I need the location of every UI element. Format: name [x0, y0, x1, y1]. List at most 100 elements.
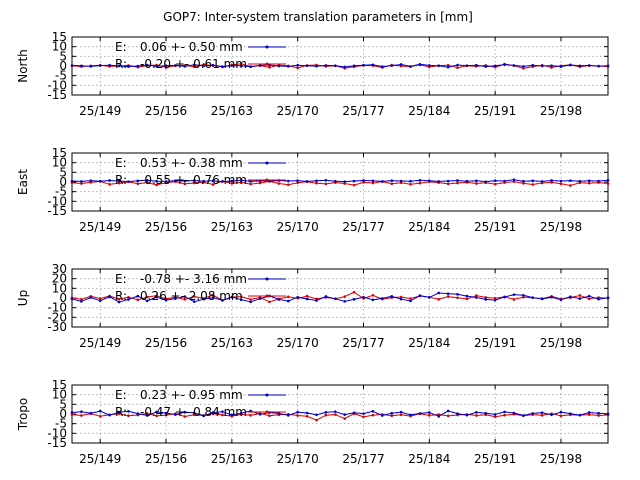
y-tick-label: 20: [52, 272, 67, 286]
data-point: [286, 414, 290, 417]
x-tick-label: 25/198: [540, 336, 582, 350]
data-point: [174, 179, 177, 182]
data-point: [277, 298, 281, 301]
data-point: [315, 181, 318, 185]
data-point: [277, 182, 281, 185]
data-point: [587, 64, 591, 67]
data-point: [371, 179, 375, 183]
x-tick-label: 25/177: [342, 336, 384, 350]
data-point: [362, 415, 365, 419]
data-point: [70, 411, 74, 414]
y-tick-label: -30: [47, 320, 67, 334]
data-point: [409, 183, 412, 186]
x-tick-label: 25/198: [540, 452, 582, 466]
data-point: [587, 181, 591, 185]
data-point: [512, 411, 516, 415]
data-point: [475, 296, 478, 299]
data-point: [296, 179, 299, 182]
y-tick-label: -15: [47, 436, 67, 450]
data-point: [277, 64, 281, 68]
data-point: [484, 296, 488, 299]
data-point: [409, 179, 412, 183]
data-point: [399, 413, 403, 417]
data-point: [371, 181, 375, 185]
data-point: [569, 412, 572, 415]
y-tick-label: -10: [47, 426, 67, 440]
data-point: [503, 63, 506, 66]
data-point: [145, 181, 149, 184]
data-point: [268, 179, 271, 183]
data-point: [268, 300, 271, 304]
data-point: [352, 179, 356, 183]
legend-label: E:: [115, 388, 127, 402]
data-point: [202, 179, 205, 183]
data-point: [531, 63, 535, 67]
data-point: [174, 64, 177, 67]
data-point: [230, 295, 234, 299]
data-point: [296, 295, 299, 299]
data-point: [390, 411, 394, 415]
data-point: [390, 294, 394, 298]
data-point: [456, 179, 459, 182]
data-point: [352, 64, 356, 68]
data-point: [465, 64, 469, 67]
legend-stats: -0.20 +- 0.61 mm: [140, 57, 247, 71]
data-point: [164, 64, 168, 67]
data-point: [428, 414, 431, 417]
data-point: [456, 63, 459, 67]
data-point: [98, 297, 102, 300]
data-point: [559, 414, 563, 418]
y-axis-label: Up: [16, 290, 30, 306]
data-point: [587, 179, 591, 183]
data-point: [503, 413, 506, 417]
data-point: [606, 182, 610, 185]
data-point: [117, 179, 121, 183]
data-point: [315, 64, 318, 68]
data-point: [522, 414, 525, 417]
data-point: [456, 293, 459, 296]
data-point: [371, 298, 375, 302]
data-point: [230, 182, 234, 185]
data-point: [239, 64, 243, 68]
data-point: [249, 65, 252, 69]
data-point: [465, 297, 469, 301]
data-point: [493, 413, 497, 416]
data-point: [409, 413, 412, 417]
data-point: [211, 293, 215, 297]
data-point: [465, 413, 469, 417]
x-tick-label: 25/170: [277, 220, 319, 234]
data-point: [183, 182, 187, 186]
data-point: [371, 413, 375, 417]
data-point: [522, 293, 525, 297]
data-point: [559, 182, 563, 186]
data-point: [522, 182, 525, 185]
data-point: [484, 180, 488, 183]
data-point: [569, 63, 572, 67]
data-point: [70, 64, 74, 67]
data-point: [456, 181, 459, 185]
data-point: [89, 179, 93, 182]
data-point: [381, 297, 384, 300]
legend-marker: [265, 393, 269, 397]
data-point: [578, 297, 582, 300]
data-point: [136, 182, 140, 186]
data-point: [80, 64, 83, 68]
data-point: [221, 65, 224, 68]
data-point: [127, 414, 130, 418]
data-point: [117, 410, 121, 414]
data-point: [221, 413, 224, 417]
data-point: [597, 64, 600, 68]
data-point: [597, 414, 600, 417]
data-point: [174, 413, 177, 416]
data-point: [540, 414, 544, 417]
data-point: [381, 414, 384, 417]
data-point: [531, 412, 535, 415]
data-point: [493, 298, 497, 302]
data-point: [98, 179, 102, 183]
data-point: [117, 300, 121, 304]
data-point: [446, 63, 450, 67]
data-point: [550, 295, 553, 299]
data-point: [446, 179, 450, 183]
